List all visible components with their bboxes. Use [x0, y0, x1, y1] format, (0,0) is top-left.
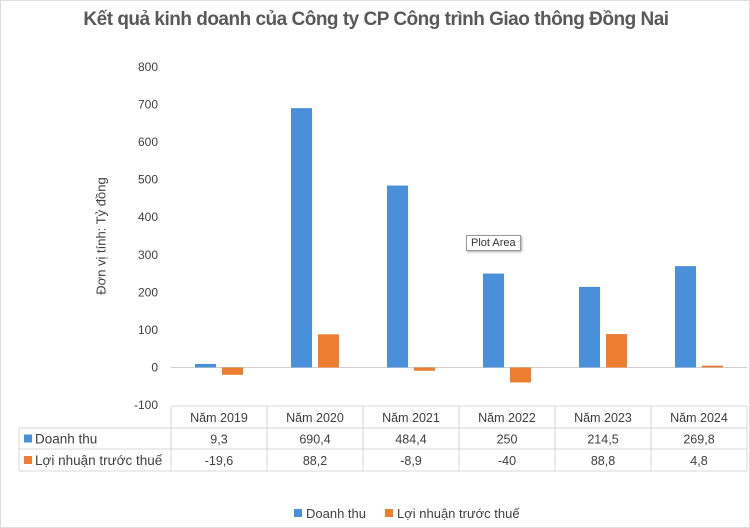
- bar-profit: [606, 334, 627, 368]
- x-category-label: Năm 2019: [190, 411, 248, 425]
- table-value: 9,3: [210, 433, 227, 447]
- bar-revenue: [675, 266, 696, 368]
- y-tick-label: 300: [138, 248, 158, 262]
- table-value: 88,8: [591, 454, 615, 468]
- y-tick-label: 800: [138, 60, 158, 74]
- bar-profit: [318, 334, 339, 368]
- legend-key-profit: [24, 456, 32, 464]
- y-tick-label: 700: [138, 98, 158, 112]
- table-value: 484,4: [395, 433, 426, 447]
- series-name: Lợi nhuận trước thuế: [35, 453, 163, 468]
- series-name: Doanh thu: [35, 432, 97, 447]
- y-tick-label: 600: [138, 135, 158, 149]
- y-tick-label: -100: [134, 398, 158, 412]
- table-value: -19,6: [205, 454, 234, 468]
- bar-profit: [702, 365, 723, 368]
- bar-revenue: [387, 185, 408, 368]
- x-category-label: Năm 2022: [478, 411, 536, 425]
- y-tick-label: 0: [151, 360, 158, 374]
- y-tick-label: 100: [138, 323, 158, 337]
- x-category-label: Năm 2023: [574, 411, 632, 425]
- table-value: 88,2: [303, 454, 327, 468]
- table-value: 690,4: [299, 433, 330, 447]
- legend-label: Doanh thu: [306, 506, 366, 521]
- legend-marker: [294, 509, 302, 517]
- legend-key-revenue: [24, 434, 32, 443]
- plot-area-tooltip: Plot Area: [466, 235, 521, 251]
- table-value: 250: [497, 433, 518, 447]
- y-tick-label: 500: [138, 173, 158, 187]
- table-value: 269,8: [683, 433, 714, 447]
- bar-profit: [222, 367, 243, 375]
- y-tick-label: 200: [138, 285, 158, 299]
- bar-profit: [414, 367, 435, 371]
- bar-revenue: [195, 363, 216, 368]
- bar-revenue: [483, 273, 504, 368]
- bar-revenue: [579, 286, 600, 368]
- x-category-label: Năm 2024: [670, 411, 728, 425]
- bar-profit: [510, 367, 531, 383]
- chart-title: Kết quả kinh doanh của Công ty CP Công t…: [83, 9, 669, 30]
- table-value: -40: [498, 454, 516, 468]
- table-value: 214,5: [587, 433, 618, 447]
- table-value: 4,8: [690, 454, 707, 468]
- bar-revenue: [291, 108, 312, 368]
- y-tick-label: 400: [138, 210, 158, 224]
- legend-label: Lợi nhuận trước thuế: [397, 506, 520, 521]
- x-category-label: Năm 2020: [286, 411, 344, 425]
- x-category-label: Năm 2021: [382, 411, 440, 425]
- legend-marker: [385, 509, 393, 517]
- table-value: -8,9: [400, 454, 422, 468]
